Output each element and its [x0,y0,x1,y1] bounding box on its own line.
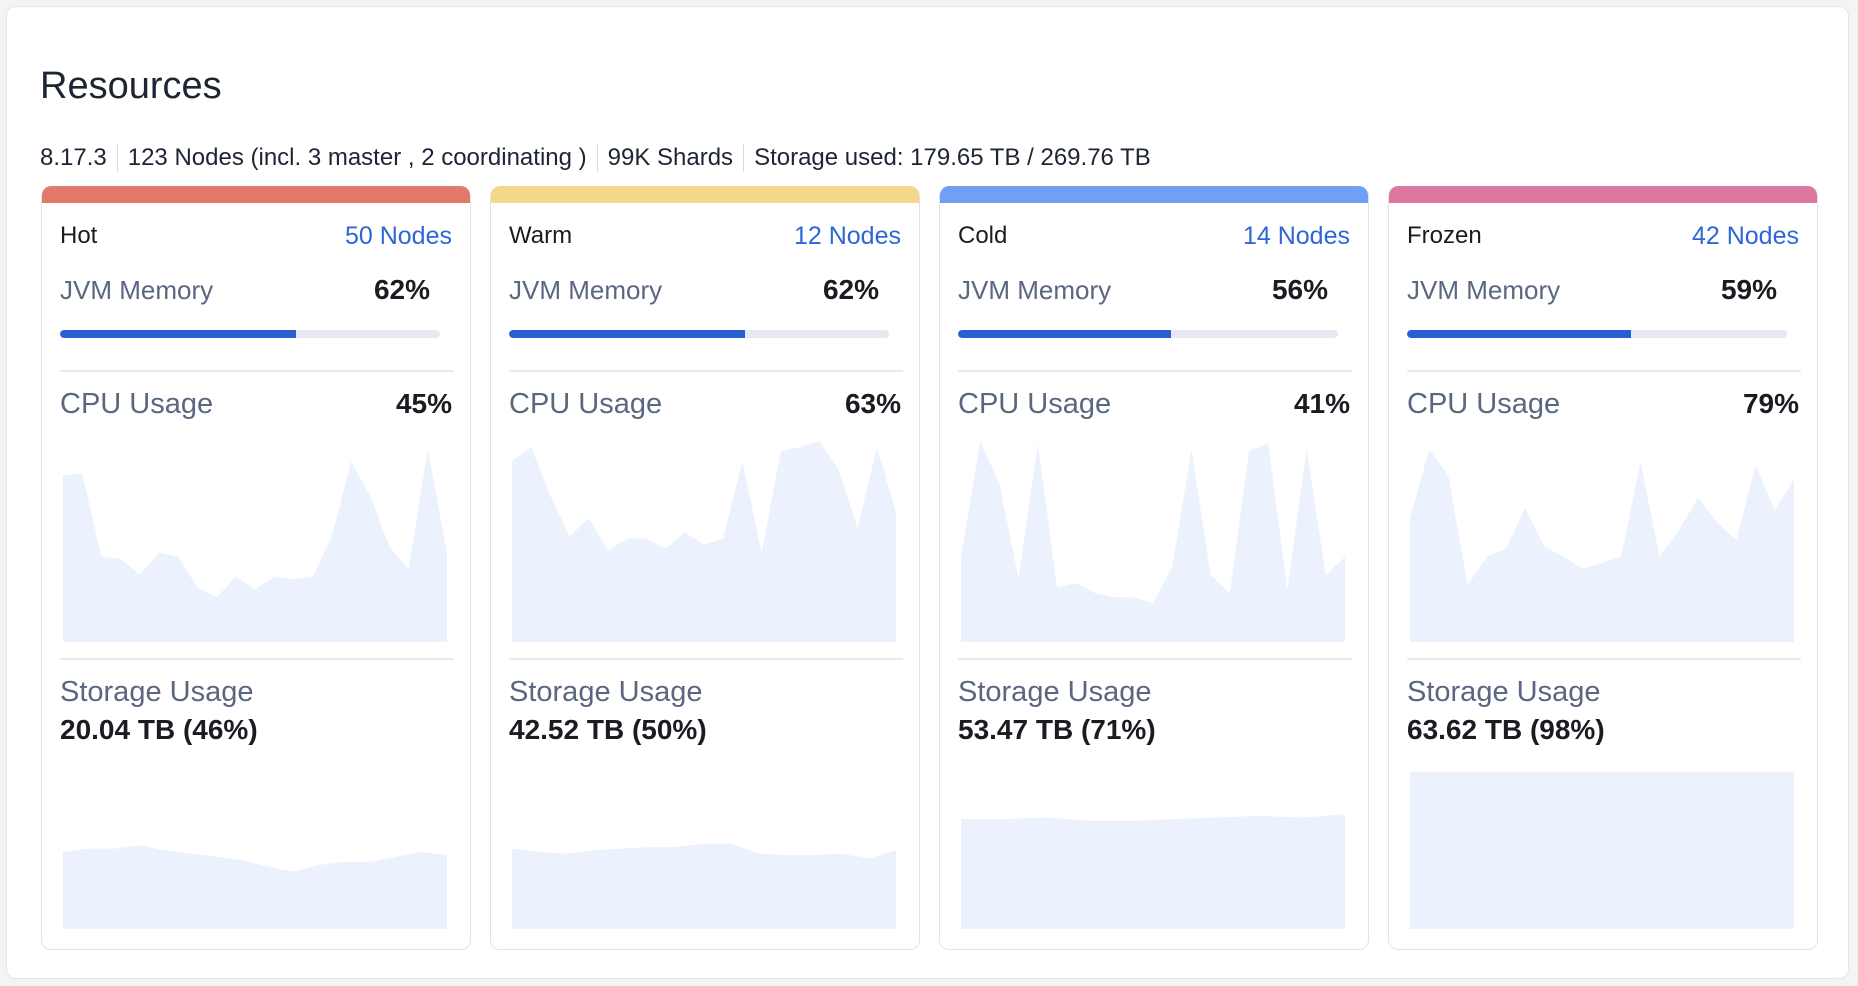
cpu-usage-sparkline [961,441,1345,642]
divider [1407,370,1801,372]
storage-usage-area [961,814,1345,929]
divider [958,658,1352,660]
tier-color-bar [491,186,919,203]
jvm-memory-progress-fill [509,330,745,338]
divider [958,370,1352,372]
cluster-summary: 8.17.3 123 Nodes (incl. 3 master , 2 coo… [40,144,1151,172]
storage-usage-label: Storage Usage [1407,675,1601,708]
divider [60,658,454,660]
storage-usage-label: Storage Usage [509,675,703,708]
version-text: 8.17.3 [40,144,107,171]
jvm-memory-progress [509,330,889,338]
storage-usage-label: Storage Usage [958,675,1152,708]
tier-color-bar [1389,186,1817,203]
cpu-usage-label: CPU Usage [60,387,214,420]
jvm-memory-value: 59% [1720,274,1777,305]
jvm-memory-label: JVM Memory [60,274,214,305]
storage-usage-sparkline [512,843,896,929]
cpu-usage-label: CPU Usage [958,387,1112,420]
tier-name: Warm [509,222,573,249]
tier-card-warm: Warm 12 Nodes JVM Memory 62% CPU Usage 6… [490,186,920,950]
tier-name: Cold [958,222,1008,249]
jvm-memory-value: 62% [373,274,430,305]
storage-usage-area [1410,771,1794,929]
jvm-memory-value: 56% [1271,274,1328,305]
cpu-usage-area [512,441,896,642]
tier-color-bar [940,186,1368,203]
tier-card-frozen: Frozen 42 Nodes JVM Memory 59% CPU Usage… [1388,186,1818,950]
storage-usage-sparkline [63,845,447,929]
tier-nodes-link[interactable]: 14 Nodes [1242,221,1350,250]
resources-panel: Resources 8.17.3 123 Nodes (incl. 3 mast… [6,6,1849,979]
nodes-summary-text: 123 Nodes (incl. 3 master , 2 coordinati… [127,144,587,171]
storage-usage-sparkline [1410,771,1794,929]
cpu-usage-area [961,441,1345,642]
cpu-usage-sparkline [512,441,896,642]
tier-card-cold: Cold 14 Nodes JVM Memory 56% CPU Usage 4… [939,186,1369,950]
cpu-usage-label: CPU Usage [509,387,663,420]
jvm-memory-value: 62% [822,274,879,305]
cpu-usage-label: CPU Usage [1407,387,1561,420]
cpu-usage-sparkline [63,449,447,642]
divider [116,144,118,172]
tier-nodes-link[interactable]: 12 Nodes [793,221,901,250]
tier-name: Hot [60,222,98,249]
jvm-memory-progress-fill [60,330,296,338]
storage-usage-area [63,845,447,929]
storage-usage-value: 53.47 TB (71%) [958,714,1156,745]
cpu-usage-sparkline [1410,449,1794,642]
page-title: Resources [40,65,222,107]
cpu-usage-value: 41% [1293,388,1350,419]
shards-text: 99K Shards [607,144,734,171]
divider [509,370,903,372]
tier-name: Frozen [1407,222,1482,249]
divider [596,144,598,172]
storage-usage-area [512,843,896,929]
tier-card-hot: Hot 50 Nodes JVM Memory 62% CPU Usage 45… [41,186,471,950]
tier-color-bar [42,186,470,203]
cpu-usage-value: 63% [844,388,901,419]
storage-usage-value: 20.04 TB (46%) [60,714,258,745]
jvm-memory-label: JVM Memory [958,274,1112,305]
divider [1407,658,1801,660]
cpu-usage-area [63,449,447,642]
cpu-usage-value: 79% [1742,388,1799,419]
jvm-memory-progress-fill [958,330,1171,338]
jvm-memory-progress [958,330,1338,338]
storage-usage-label: Storage Usage [60,675,254,708]
storage-usage-value: 42.52 TB (50%) [509,714,707,745]
cpu-usage-value: 45% [395,388,452,419]
jvm-memory-progress [1407,330,1787,338]
jvm-memory-progress [60,330,440,338]
cpu-usage-area [1410,449,1794,642]
storage-used-text: Storage used: 179.65 TB / 269.76 TB [754,144,1151,171]
divider [60,370,454,372]
tier-cards: Hot 50 Nodes JVM Memory 62% CPU Usage 45… [41,186,1818,950]
tier-nodes-link[interactable]: 50 Nodes [344,221,452,250]
tier-nodes-link[interactable]: 42 Nodes [1691,221,1799,250]
jvm-memory-label: JVM Memory [1407,274,1561,305]
jvm-memory-progress-fill [1407,330,1632,338]
storage-usage-value: 63.62 TB (98%) [1407,714,1605,745]
jvm-memory-label: JVM Memory [509,274,663,305]
storage-usage-sparkline [961,814,1345,929]
divider [743,144,745,172]
divider [509,658,903,660]
